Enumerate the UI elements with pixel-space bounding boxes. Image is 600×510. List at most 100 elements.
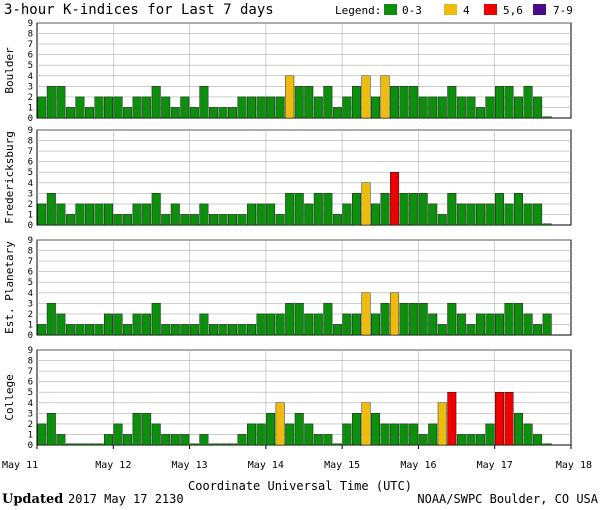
k-index-bar <box>132 96 142 119</box>
k-index-bar <box>418 303 428 336</box>
k-index-bar <box>456 313 466 336</box>
y-tick-label: 5 <box>28 278 33 288</box>
legend-entry-label: 5,6 <box>503 4 523 17</box>
k-index-bar <box>313 193 323 226</box>
k-index-bar <box>56 434 66 446</box>
panel-frame <box>36 129 572 226</box>
k-index-bar <box>266 313 276 336</box>
k-index-bar <box>332 443 342 446</box>
legend-entry-label: 4 <box>463 4 470 17</box>
k-index-bar <box>37 203 47 226</box>
k-index-bar <box>514 96 524 119</box>
k-index-bar <box>94 324 104 336</box>
k-index-bar <box>323 86 333 119</box>
k-index-bar <box>495 392 504 446</box>
k-index-bar <box>542 443 552 446</box>
k-index-bar <box>218 324 228 336</box>
k-index-bar <box>332 107 342 119</box>
k-index-bar <box>56 86 66 119</box>
k-index-bar <box>361 75 371 119</box>
k-index-bar <box>399 423 409 446</box>
k-index-bar <box>371 313 380 336</box>
k-index-bar <box>228 443 237 446</box>
k-index-bar <box>542 116 552 119</box>
k-index-bar <box>199 434 209 446</box>
k-index-bar <box>218 107 228 119</box>
k-index-bar <box>504 392 514 446</box>
k-index-bar <box>123 214 133 226</box>
k-index-bar <box>390 86 400 119</box>
x-tick-label: May 13 <box>172 460 208 471</box>
x-tick-label: May 14 <box>248 460 284 471</box>
k-index-bar <box>142 203 152 226</box>
k-index-bar <box>275 402 285 446</box>
k-index-bar <box>351 313 361 336</box>
k-index-bar <box>313 96 323 119</box>
k-index-bar <box>285 423 295 446</box>
legend-entry-label: 0-3 <box>402 4 422 17</box>
k-index-bar <box>256 423 266 446</box>
k-index-bar <box>104 203 113 226</box>
k-index-bar <box>399 303 409 336</box>
k-index-bar <box>361 292 371 336</box>
k-index-bar <box>285 193 295 226</box>
panel-frame <box>36 22 572 119</box>
y-tick-label: 6 <box>28 51 33 61</box>
legend-swatch <box>533 4 546 15</box>
k-index-bar <box>495 313 504 336</box>
k-index-bar <box>142 96 152 119</box>
k-index-bar <box>228 324 237 336</box>
k-index-bar <box>409 303 419 336</box>
y-tick-label: 4 <box>28 72 33 82</box>
k-index-bar <box>170 324 180 336</box>
k-index-bar <box>447 86 457 119</box>
k-index-bar <box>237 434 247 446</box>
k-index-bar <box>380 303 390 336</box>
k-index-bar <box>37 96 47 119</box>
x-tick-label: May 12 <box>95 460 131 471</box>
k-index-bar <box>371 413 380 446</box>
k-index-bar <box>228 107 237 119</box>
k-index-bar <box>523 313 533 336</box>
k-index-bar <box>409 86 419 119</box>
k-index-bar <box>65 324 75 336</box>
k-index-bar <box>514 413 524 446</box>
legend-label: Legend: <box>335 4 381 17</box>
k-index-bar <box>75 443 85 446</box>
k-index-bar <box>351 413 361 446</box>
k-index-bar <box>294 86 304 119</box>
k-index-bar <box>437 96 447 119</box>
k-index-bar <box>542 313 552 336</box>
y-tick-label: 6 <box>28 268 33 278</box>
k-index-bar <box>65 214 75 226</box>
y-tick-label: 9 <box>28 19 33 29</box>
k-index-bar <box>247 423 257 446</box>
y-tick-label: 0 <box>28 114 33 124</box>
k-index-bar <box>380 193 390 226</box>
k-index-bar <box>247 324 257 336</box>
k-index-bar <box>428 96 438 119</box>
x-axis-label: Coordinate Universal Time (UTC) <box>188 479 412 493</box>
k-index-bar <box>323 193 333 226</box>
y-tick-label: 8 <box>28 30 33 40</box>
y-tick-label: 6 <box>28 158 33 168</box>
k-index-bar <box>514 303 524 336</box>
k-index-bar <box>256 203 266 226</box>
k-index-bar <box>132 313 142 336</box>
updated-label: Updated <box>2 492 63 507</box>
k-index-bar <box>456 434 466 446</box>
k-index-bar <box>151 303 161 336</box>
k-index-bar <box>75 324 85 336</box>
k-index-bar <box>151 86 161 119</box>
k-index-bar <box>94 443 104 446</box>
k-index-bar <box>313 434 323 446</box>
k-index-bar <box>466 203 476 226</box>
k-index-bar <box>161 96 171 119</box>
k-index-bar <box>46 303 56 336</box>
k-index-bar <box>504 86 514 119</box>
x-tick-label: May 18 <box>556 460 592 471</box>
k-index-bar <box>208 107 218 119</box>
k-index-bar <box>218 214 228 226</box>
k-index-bar <box>485 313 495 336</box>
